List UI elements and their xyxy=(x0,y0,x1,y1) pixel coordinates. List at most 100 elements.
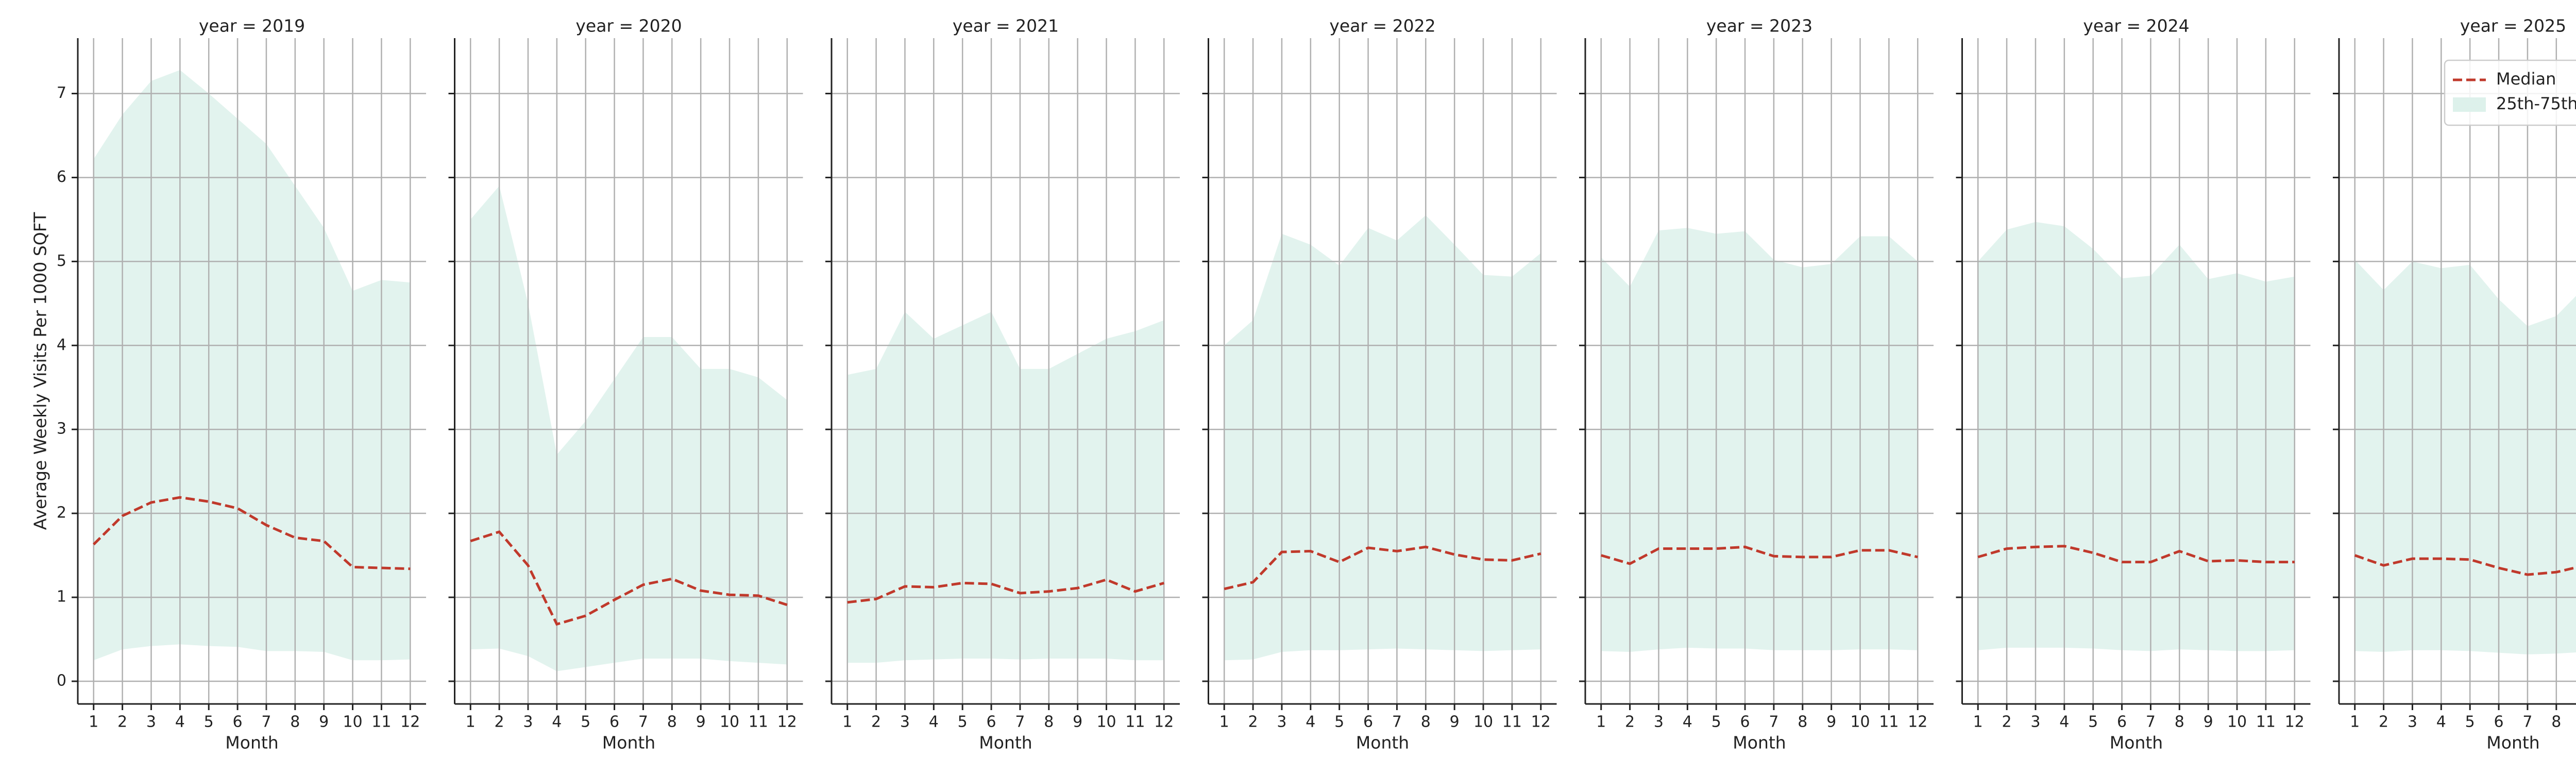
x-tick-label: 10 xyxy=(720,713,739,731)
x-tick-label: 11 xyxy=(2256,713,2276,731)
x-tick-label: 7 xyxy=(638,713,648,731)
panel-title: year = 2021 xyxy=(953,16,1059,36)
x-tick-label: 2 xyxy=(1248,713,1258,731)
x-tick-label: 8 xyxy=(667,713,677,731)
x-tick-label: 8 xyxy=(1421,713,1431,731)
percentile-band xyxy=(470,186,787,671)
x-tick-label: 12 xyxy=(1154,713,1174,731)
x-tick-label: 2 xyxy=(871,713,881,731)
y-tick-label: 4 xyxy=(57,336,66,354)
x-tick-label: 2 xyxy=(1625,713,1635,731)
x-tick-label: 1 xyxy=(1219,713,1229,731)
x-tick-label: 8 xyxy=(1798,713,1807,731)
x-tick-label: 3 xyxy=(523,713,533,731)
x-tick-label: 11 xyxy=(371,713,391,731)
y-tick-label: 2 xyxy=(57,504,66,522)
x-tick-label: 7 xyxy=(2146,713,2156,731)
x-tick-label: 6 xyxy=(609,713,619,731)
x-axis-label: Month xyxy=(2486,733,2539,753)
median-line xyxy=(847,578,1164,604)
x-tick-label: 4 xyxy=(1683,713,1692,731)
x-tick-label: 6 xyxy=(1363,713,1373,731)
x-tick-label: 9 xyxy=(1073,713,1082,731)
x-tick-label: 9 xyxy=(696,713,706,731)
x-tick-label: 9 xyxy=(319,713,329,731)
x-tick-label: 3 xyxy=(1654,713,1664,731)
x-tick-label: 11 xyxy=(1502,713,1522,731)
y-tick-label: 5 xyxy=(57,252,66,270)
x-tick-label: 5 xyxy=(581,713,590,731)
x-tick-label: 5 xyxy=(2088,713,2098,731)
x-tick-label: 6 xyxy=(233,713,243,731)
x-tick-label: 2 xyxy=(2379,713,2388,731)
legend-swatch xyxy=(2453,97,2486,112)
percentile-band xyxy=(1224,215,1541,661)
x-tick-label: 8 xyxy=(290,713,300,731)
x-tick-label: 8 xyxy=(2551,713,2561,731)
x-tick-label: 11 xyxy=(1879,713,1899,731)
x-tick-label: 10 xyxy=(2227,713,2247,731)
median-line xyxy=(1977,545,2295,564)
panel-title: year = 2023 xyxy=(1706,16,1812,36)
x-tick-label: 1 xyxy=(1973,713,1983,731)
x-axis-label: Month xyxy=(979,733,1032,753)
x-tick-label: 6 xyxy=(1740,713,1750,731)
x-tick-label: 6 xyxy=(2494,713,2504,731)
x-tick-label: 4 xyxy=(929,713,939,731)
median-line xyxy=(470,530,788,626)
x-tick-label: 2 xyxy=(495,713,504,731)
x-tick-label: 8 xyxy=(2175,713,2184,731)
x-tick-label: 4 xyxy=(552,713,562,731)
percentile-band xyxy=(93,70,411,661)
x-tick-label: 11 xyxy=(1125,713,1145,731)
x-tick-label: 3 xyxy=(900,713,910,731)
percentile-band xyxy=(2354,260,2576,654)
y-axis-label: Average Weekly Visits Per 1000 SQFT xyxy=(30,212,50,530)
median-line xyxy=(92,496,411,570)
y-tick-label: 6 xyxy=(57,168,66,186)
x-tick-label: 10 xyxy=(1850,713,1870,731)
x-tick-label: 4 xyxy=(1306,713,1315,731)
x-tick-label: 5 xyxy=(1711,713,1721,731)
x-tick-label: 6 xyxy=(987,713,996,731)
panel-title: year = 2022 xyxy=(1329,16,1435,36)
x-tick-label: 4 xyxy=(175,713,185,731)
panel-title: year = 2019 xyxy=(199,16,305,36)
x-tick-label: 1 xyxy=(2350,713,2360,731)
y-tick-label: 1 xyxy=(57,588,66,606)
x-tick-label: 7 xyxy=(1769,713,1778,731)
x-tick-label: 10 xyxy=(1096,713,1116,731)
percentile-band xyxy=(1978,222,2295,651)
x-tick-label: 12 xyxy=(1908,713,1927,731)
panel-title: year = 2020 xyxy=(575,16,682,36)
x-tick-label: 4 xyxy=(2059,713,2069,731)
x-tick-label: 1 xyxy=(1596,713,1606,731)
x-tick-label: 4 xyxy=(2436,713,2446,731)
x-tick-label: 1 xyxy=(842,713,852,731)
x-tick-label: 8 xyxy=(1044,713,1054,731)
x-tick-label: 7 xyxy=(2522,713,2532,731)
x-tick-label: 5 xyxy=(204,713,214,731)
x-tick-label: 9 xyxy=(1450,713,1460,731)
x-tick-label: 5 xyxy=(2465,713,2475,731)
x-tick-label: 9 xyxy=(2204,713,2213,731)
x-axis-label: Month xyxy=(602,733,655,753)
x-tick-label: 2 xyxy=(2002,713,2012,731)
x-tick-label: 10 xyxy=(1473,713,1493,731)
x-tick-label: 2 xyxy=(117,713,127,731)
x-tick-label: 5 xyxy=(1334,713,1344,731)
x-tick-label: 7 xyxy=(1015,713,1025,731)
legend-label: Median xyxy=(2496,69,2556,89)
x-axis-label: Month xyxy=(1733,733,1786,753)
x-tick-label: 3 xyxy=(2408,713,2417,731)
x-tick-label: 1 xyxy=(466,713,476,731)
percentile-band xyxy=(847,312,1164,663)
x-tick-label: 3 xyxy=(2030,713,2040,731)
panel-title: year = 2024 xyxy=(2083,16,2189,36)
y-tick-label: 0 xyxy=(57,672,66,690)
x-tick-label: 7 xyxy=(261,713,271,731)
x-tick-label: 5 xyxy=(958,713,968,731)
x-axis-label: Month xyxy=(2110,733,2163,753)
x-tick-label: 7 xyxy=(1392,713,1402,731)
y-tick-label: 7 xyxy=(57,84,66,102)
